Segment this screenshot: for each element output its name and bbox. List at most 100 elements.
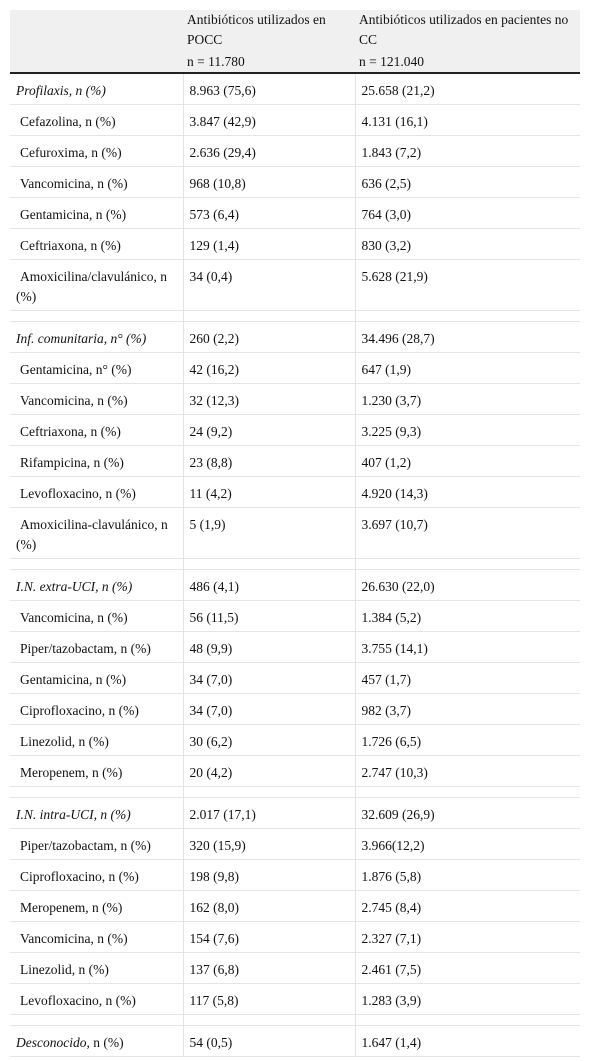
drug-label: Ceftriaxona, n (%) [10, 228, 183, 260]
pocc-value: 2.636 (29,4) [182, 135, 355, 167]
section-label: Desconocido [16, 1034, 87, 1050]
spacer-cell [10, 1014, 183, 1026]
spacer-cell [10, 558, 183, 570]
drug-row: Cefuroxima, n (%) 2.636 (29,4) 1.843 (7,2) [10, 135, 580, 167]
section-label: I.N. extra-UCI, n (%) [16, 578, 133, 594]
drug-row: Vancomicina, n (%) 968 (10,8) 636 (2,5) [10, 166, 580, 198]
drug-row: Piper/tazobactam, n (%) 48 (9,9) 3.755 (14… [10, 631, 580, 663]
drug-row: Vancomicina, n (%) 154 (7,6) 2.327 (7,1) [10, 921, 580, 953]
pocc-value: 320 (15,9) [182, 828, 355, 860]
drug-label: Meropenem, n (%) [10, 755, 183, 787]
spacer-cell [354, 558, 580, 570]
pocc-value: 32 (12,3) [182, 383, 355, 415]
drug-label: Amoxicilina-clavulánico, n (%) [10, 507, 183, 559]
no-cc-value: 764 (3,0) [354, 197, 580, 229]
column-title: Antibióticos utilizados en POCC [187, 12, 326, 47]
drug-row: Levofloxacino, n (%) 11 (4,2) 4.920 (14,3) [10, 476, 580, 508]
table-body: Profilaxis, n (%) 8.963 (75,6) 25.658 (21,… [10, 73, 580, 1057]
pocc-value: 3.847 (42,9) [182, 104, 355, 136]
drug-label: Piper/tazobactam, n (%) [10, 631, 183, 663]
pocc-value: 30 (6,2) [182, 724, 355, 756]
spacer-cell [182, 1014, 355, 1026]
header-cell: Antibióticos utilizados en pacientes no … [355, 10, 580, 74]
drug-row: Meropenem, n (%) 162 (8,0) 2.745 (8,4) [10, 890, 580, 922]
spacer-row [10, 1014, 580, 1026]
no-cc-value: 1.647 (1,4) [354, 1025, 580, 1057]
drug-row: Gentamicina, n° (%) 42 (16,2) 647 (1,9) [10, 352, 580, 384]
spacer-row [10, 558, 580, 570]
pocc-value: 8.963 (75,6) [182, 73, 355, 105]
drug-label: Gentamicina, n (%) [10, 662, 183, 694]
no-cc-value: 830 (3,2) [354, 228, 580, 260]
drug-label: Linezolid, n (%) [10, 952, 183, 984]
pocc-value: 117 (5,8) [182, 983, 355, 1015]
drug-row: Amoxicilina-clavulánico, n (%) 5 (1,9) 3.6… [10, 507, 580, 559]
drug-label: Vancomicina, n (%) [10, 921, 183, 953]
no-cc-value: 2.747 (10,3) [354, 755, 580, 787]
pocc-value: 968 (10,8) [182, 166, 355, 198]
section-label-cell: I.N. extra-UCI, n (%) [10, 569, 183, 601]
no-cc-value: 3.697 (10,7) [354, 507, 580, 559]
pocc-value: 24 (9,2) [182, 414, 355, 446]
drug-label: Meropenem, n (%) [10, 890, 183, 922]
no-cc-value: 2.327 (7,1) [354, 921, 580, 953]
drug-label: Rifampicina, n (%) [10, 445, 183, 477]
no-cc-value: 3.225 (9,3) [354, 414, 580, 446]
pocc-value: 5 (1,9) [182, 507, 355, 559]
spacer-cell [10, 310, 183, 322]
drug-label: Ceftriaxona, n (%) [10, 414, 183, 446]
drug-row: Piper/tazobactam, n (%) 320 (15,9) 3.966(1… [10, 828, 580, 860]
section-label-cell: I.N. intra-UCI, n (%) [10, 797, 183, 829]
drug-label: Piper/tazobactam, n (%) [10, 828, 183, 860]
drug-label: Ciprofloxacino, n (%) [10, 693, 183, 725]
pocc-value: 486 (4,1) [182, 569, 355, 601]
pocc-value: 154 (7,6) [182, 921, 355, 953]
section-row: Inf. comunitaria, n° (%) 260 (2,2) 34.496 … [10, 321, 580, 353]
no-cc-value: 3.755 (14,1) [354, 631, 580, 663]
section-label: I.N. intra-UCI, n (%) [16, 806, 131, 822]
drug-row: Gentamicina, n (%) 573 (6,4) 764 (3,0) [10, 197, 580, 229]
no-cc-value: 1.384 (5,2) [354, 600, 580, 632]
drug-row: Levofloxacino, n (%) 117 (5,8) 1.283 (3,9) [10, 983, 580, 1015]
section-label: Inf. comunitaria, n° (%) [16, 330, 147, 346]
section-row: Desconocido, n (%) 54 (0,5) 1.647 (1,4) [10, 1025, 580, 1057]
pocc-value: 20 (4,2) [182, 755, 355, 787]
no-cc-value: 5.628 (21,9) [354, 259, 580, 311]
pocc-value: 34 (0,4) [182, 259, 355, 311]
no-cc-value: 2.745 (8,4) [354, 890, 580, 922]
drug-row: Ciprofloxacino, n (%) 198 (9,8) 1.876 (5,8… [10, 859, 580, 891]
pocc-value: 198 (9,8) [182, 859, 355, 891]
no-cc-value: 1.876 (5,8) [354, 859, 580, 891]
drug-row: Linezolid, n (%) 137 (6,8) 2.461 (7,5) [10, 952, 580, 984]
header-row: Antibióticos utilizados en POCC n = 11.78… [10, 10, 580, 74]
spacer-cell [354, 310, 580, 322]
section-label: Profilaxis, n (%) [16, 83, 106, 98]
no-cc-value: 647 (1,9) [354, 352, 580, 384]
pocc-value: 260 (2,2) [182, 321, 355, 353]
no-cc-value: 1.283 (3,9) [354, 983, 580, 1015]
section-row: I.N. intra-UCI, n (%) 2.017 (17,1) 32.609 … [10, 797, 580, 829]
section-label-cell: Inf. comunitaria, n° (%) [10, 321, 183, 353]
antibiotics-table: Antibióticos utilizados en POCC n = 11.78… [10, 10, 580, 1057]
pocc-value: 162 (8,0) [182, 890, 355, 922]
no-cc-value: 407 (1,2) [354, 445, 580, 477]
pocc-value: 48 (9,9) [182, 631, 355, 663]
no-cc-value: 4.920 (14,3) [354, 476, 580, 508]
pocc-value: 54 (0,5) [182, 1025, 355, 1057]
section-label-cell: Profilaxis, n (%) [10, 73, 183, 105]
no-cc-value: 2.461 (7,5) [354, 952, 580, 984]
drug-row: Vancomicina, n (%) 56 (11,5) 1.384 (5,2) [10, 600, 580, 632]
column-n: n = 121.040 [359, 54, 424, 69]
spacer-cell [182, 310, 355, 322]
spacer-cell [182, 786, 355, 798]
drug-label: Cefuroxima, n (%) [10, 135, 183, 167]
spacer-cell [354, 786, 580, 798]
no-cc-value: 636 (2,5) [354, 166, 580, 198]
drug-row: Cefazolina, n (%) 3.847 (42,9) 4.131 (16,1… [10, 104, 580, 136]
drug-row: Gentamicina, n (%) 34 (7,0) 457 (1,7) [10, 662, 580, 694]
pocc-value: 56 (11,5) [182, 600, 355, 632]
header-empty [10, 10, 183, 74]
spacer-cell [182, 558, 355, 570]
pocc-value: 11 (4,2) [182, 476, 355, 508]
spacer-cell [354, 1014, 580, 1026]
